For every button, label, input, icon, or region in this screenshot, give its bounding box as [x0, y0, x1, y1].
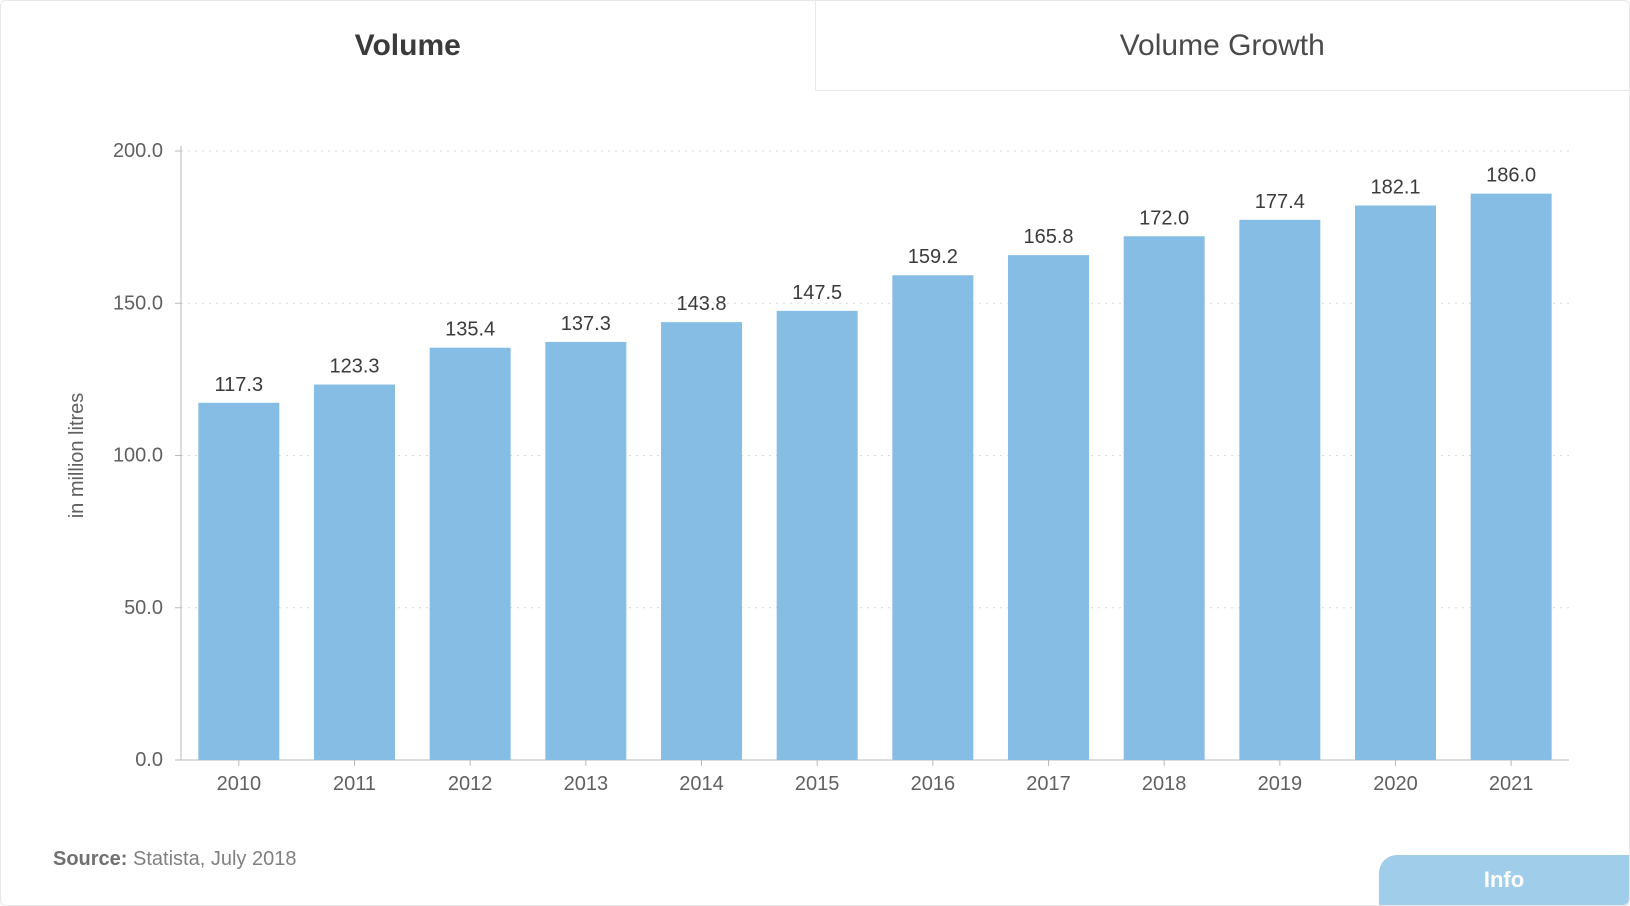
bar — [545, 342, 626, 760]
bar — [198, 403, 279, 760]
x-tick-label: 2020 — [1373, 773, 1418, 795]
bar-value-label: 182.1 — [1370, 177, 1420, 199]
bar-value-label: 177.4 — [1255, 191, 1305, 213]
bar-chart: 0.0 50.0 100.0 150.0 200.0 in million litres 1… — [51, 121, 1579, 815]
bar — [1124, 236, 1205, 760]
tab-volume-growth[interactable]: Volume Growth — [815, 1, 1630, 91]
x-tick-label: 2012 — [448, 773, 493, 795]
bar-value-label: 135.4 — [445, 319, 495, 341]
bar-value-label: 172.0 — [1139, 207, 1189, 229]
bar-value-label: 117.3 — [215, 374, 264, 396]
x-tick-label: 2011 — [333, 773, 376, 795]
x-tick-label: 2010 — [217, 773, 261, 795]
bar-value-label: 159.2 — [908, 246, 958, 268]
x-tick-label: 2013 — [564, 773, 609, 795]
bar — [1471, 194, 1552, 760]
source-text: Statista, July 2018 — [127, 848, 296, 870]
source-prefix: Source: — [53, 848, 127, 870]
x-tick-label: 2017 — [1026, 773, 1071, 795]
x-tick-label: 2021 — [1489, 773, 1534, 795]
bar — [1355, 206, 1436, 760]
bar-value-label: 123.3 — [329, 356, 379, 378]
y-tick-label: 50.0 — [124, 597, 163, 619]
y-tick-label: 100.0 — [113, 445, 163, 467]
bar — [661, 322, 742, 760]
x-tick-label: 2019 — [1258, 773, 1303, 795]
tab-bar: Volume Volume Growth — [1, 1, 1629, 91]
bar-value-label: 147.5 — [792, 282, 842, 304]
info-button-label: Info — [1484, 867, 1524, 893]
y-axis-title: in million litres — [66, 393, 88, 519]
bar — [1008, 255, 1089, 760]
bar-value-label: 143.8 — [676, 293, 726, 315]
source-line: Source: Statista, July 2018 — [53, 848, 296, 871]
bar-value-label: 137.3 — [561, 313, 611, 335]
x-tick-label: 2014 — [679, 773, 724, 795]
bar — [777, 311, 858, 760]
x-tick-label: 2015 — [795, 773, 840, 795]
bar — [1239, 220, 1320, 760]
x-tick-label: 2016 — [911, 773, 956, 795]
x-tick-label: 2018 — [1142, 773, 1187, 795]
tab-volume[interactable]: Volume — [1, 1, 815, 91]
bar-value-label: 186.0 — [1486, 165, 1536, 187]
bar — [314, 385, 395, 760]
info-button[interactable]: Info — [1379, 855, 1629, 905]
y-tick-label: 200.0 — [113, 140, 163, 162]
y-tick-label: 150.0 — [113, 292, 163, 314]
chart-card: Volume Volume Growth 0.0 50.0 100.0 150.0 20… — [0, 0, 1630, 906]
bar — [430, 348, 511, 760]
y-tick-label: 0.0 — [135, 749, 163, 771]
chart-region: 0.0 50.0 100.0 150.0 200.0 in million litres 1… — [51, 121, 1579, 815]
tab-volume-label: Volume — [355, 29, 461, 63]
bar-value-label: 165.8 — [1023, 226, 1073, 248]
tab-volume-growth-label: Volume Growth — [1120, 29, 1325, 63]
bar — [892, 275, 973, 760]
